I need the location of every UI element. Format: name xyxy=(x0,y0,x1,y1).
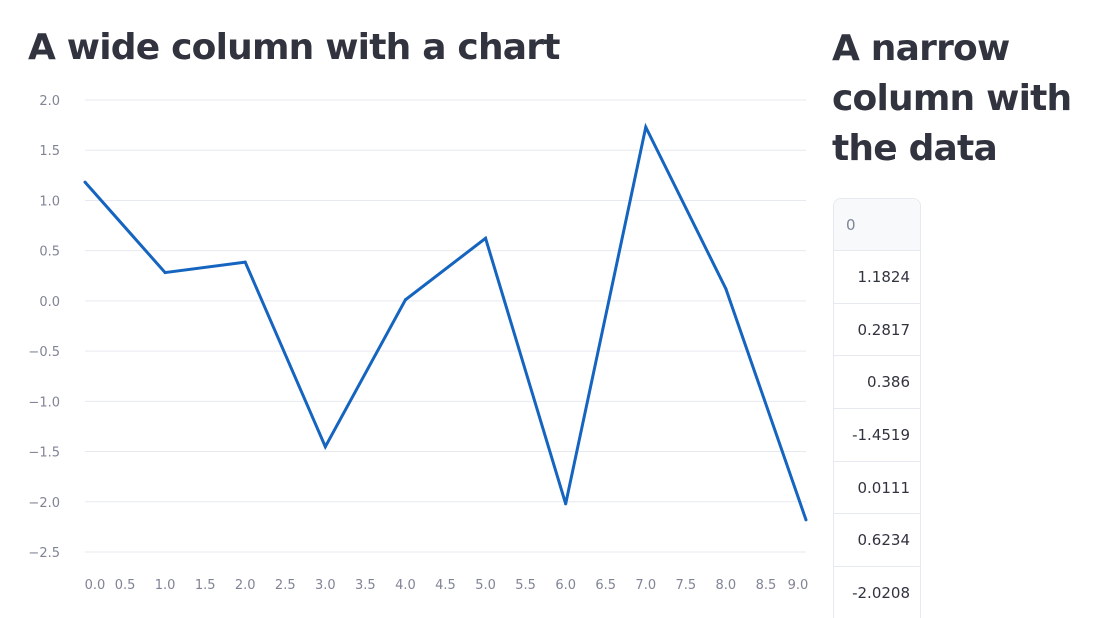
line-chart[interactable]: 2.0 1.5 1.0 0.5 0.0 −0.5 −1.0 −1.5 −2.0 −2.5 0.0 0.… xyxy=(0,80,820,600)
y-tick-label: 1.0 xyxy=(39,194,60,209)
y-tick-label: 0.5 xyxy=(39,245,60,260)
narrow-column-title: A narrow column with the data xyxy=(832,28,1072,169)
table-row[interactable]: 0.0111 xyxy=(834,462,920,515)
x-tick-label: 7.0 xyxy=(635,578,656,593)
x-tick-label: 0.5 xyxy=(115,578,136,593)
data-table[interactable]: 0 1.1824 0.2817 0.386 -1.4519 0.0111 0.6234 -2… xyxy=(833,198,921,618)
y-tick-label: 0.0 xyxy=(39,295,60,310)
y-tick-label: −1.5 xyxy=(28,446,60,461)
table-row[interactable]: -2.0208 xyxy=(834,567,920,618)
data-point[interactable] xyxy=(403,298,407,302)
x-tick-label: 9.0 xyxy=(788,578,809,593)
series-line[interactable] xyxy=(83,122,808,521)
y-tick-label: 1.5 xyxy=(39,144,60,159)
x-tick-label: 3.0 xyxy=(315,578,336,593)
table-body: 1.1824 0.2817 0.386 -1.4519 0.0111 0.6234 -2.0… xyxy=(834,251,920,618)
table-row[interactable]: -1.4519 xyxy=(834,409,920,462)
x-tick-label: 8.0 xyxy=(716,578,737,593)
x-tick-label: 5.5 xyxy=(515,578,536,593)
data-point[interactable] xyxy=(83,180,87,184)
x-tick-label: 5.0 xyxy=(475,578,496,593)
table-row[interactable]: 0.386 xyxy=(834,356,920,410)
data-point[interactable] xyxy=(484,236,488,240)
data-point[interactable] xyxy=(724,287,728,291)
data-point[interactable] xyxy=(804,518,808,522)
y-tick-label: −1.0 xyxy=(28,395,60,410)
data-point[interactable] xyxy=(564,502,568,506)
x-tick-label: 1.0 xyxy=(155,578,176,593)
x-tick-label: 8.5 xyxy=(756,578,777,593)
y-tick-label: 2.0 xyxy=(39,94,60,109)
table-row[interactable]: 0.6234 xyxy=(834,514,920,568)
table-column-header[interactable]: 0 xyxy=(834,199,920,251)
y-tick-label: −2.0 xyxy=(28,496,60,511)
data-point[interactable] xyxy=(163,271,167,275)
y-tick-label: −0.5 xyxy=(28,345,60,360)
x-tick-label: 6.0 xyxy=(555,578,576,593)
x-tick-label: 6.5 xyxy=(595,578,616,593)
x-tick-label: 7.5 xyxy=(675,578,696,593)
x-tick-label: 4.0 xyxy=(395,578,416,593)
x-tick-label: 0.0 xyxy=(85,578,106,593)
wide-column-title: A wide column with a chart xyxy=(28,27,560,68)
table-row[interactable]: 0.2817 xyxy=(834,304,920,357)
data-point[interactable] xyxy=(243,260,247,264)
table-row[interactable]: 1.1824 xyxy=(834,251,920,304)
x-tick-label: 2.0 xyxy=(235,578,256,593)
y-tick-label: −2.5 xyxy=(28,546,60,561)
x-tick-label: 1.5 xyxy=(195,578,216,593)
x-tick-label: 4.5 xyxy=(435,578,456,593)
data-point[interactable] xyxy=(644,125,648,129)
data-point[interactable] xyxy=(323,445,327,449)
x-tick-label: 3.5 xyxy=(355,578,376,593)
x-tick-label: 2.5 xyxy=(275,578,296,593)
